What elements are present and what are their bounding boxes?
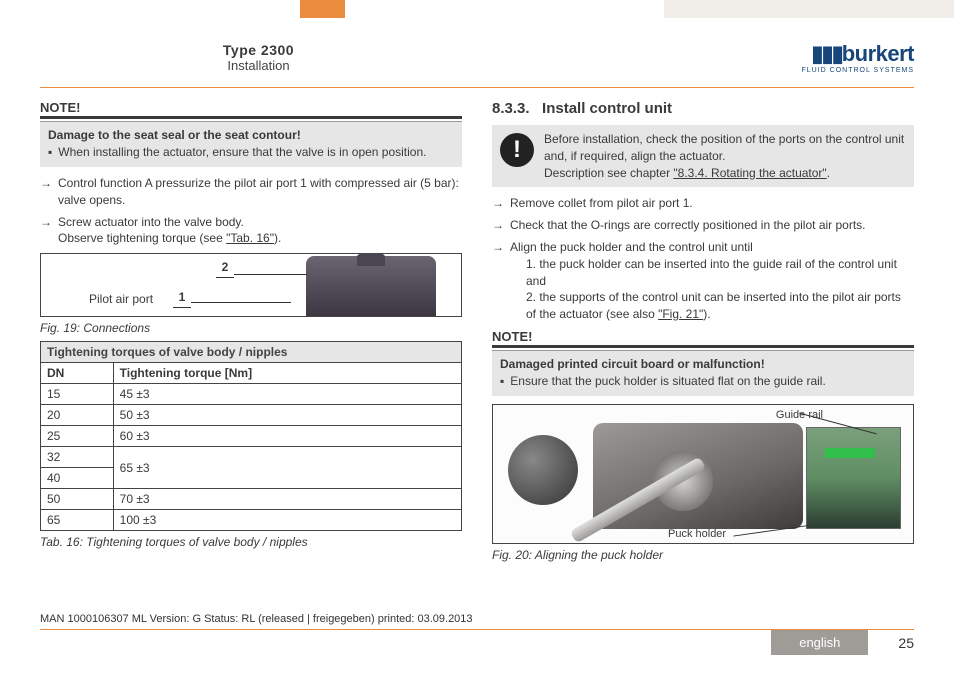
note-title: Damage to the seat seal or the seat cont…: [48, 128, 454, 142]
fig20-caption: Fig. 20: Aligning the puck holder: [492, 548, 914, 562]
arrow-icon: →: [40, 175, 52, 209]
bullet-icon: ▪: [48, 145, 52, 159]
arrow-icon: →: [492, 217, 504, 234]
right-column: 8.3.3. Install control unit ! Before ins…: [492, 100, 914, 613]
top-decor-right: [664, 0, 954, 18]
table-row: 3265 ±3: [41, 447, 462, 468]
step-2: Screw actuator into the valve body. Obse…: [58, 214, 281, 248]
page-footer: english 25: [40, 629, 914, 655]
fig19-port-label: Pilot air port: [89, 292, 153, 306]
note-box: Damage to the seat seal or the seat cont…: [40, 121, 462, 167]
table-row: 5070 ±3: [41, 489, 462, 510]
header-subtitle: Installation: [40, 58, 477, 73]
table-row: 1545 ±3: [41, 384, 462, 405]
col-torque: Tightening torque [Nm]: [113, 363, 461, 384]
revision-line: MAN 1000106307 ML Version: G Status: RL …: [40, 613, 473, 625]
torque-table: Tightening torques of valve body / nippl…: [40, 341, 462, 531]
warning-text: Before installation, check the position …: [544, 131, 906, 181]
header-type: Type 2300: [40, 42, 477, 58]
note-title-2: Damaged printed circuit board or malfunc…: [500, 357, 906, 371]
table-row: 2560 ±3: [41, 426, 462, 447]
warning-box: ! Before installation, check the positio…: [492, 125, 914, 187]
warning-icon: !: [500, 133, 534, 167]
logo-text: burkert: [842, 41, 914, 66]
tab16-caption: Tab. 16: Tightening torques of valve bod…: [40, 535, 462, 549]
page-number: 25: [898, 635, 914, 651]
figure-19: Pilot air port 1 2: [40, 253, 462, 317]
fig19-leader-2: [234, 274, 307, 275]
fig19-caption: Fig. 19: Connections: [40, 321, 462, 335]
note-label-2: NOTE!: [492, 329, 914, 348]
fig19-leader-1: [191, 302, 291, 303]
fig20-label-guide: Guide rail: [776, 409, 823, 421]
link-fig21[interactable]: "Fig. 21": [658, 307, 703, 321]
content-area: NOTE! Damage to the seat seal or the sea…: [40, 100, 914, 613]
fig20-rail-cross: [806, 427, 901, 529]
bullet-icon: ▪: [500, 374, 504, 388]
section-heading: 8.3.3. Install control unit: [492, 100, 914, 117]
rstep-3: Align the puck holder and the control un…: [510, 239, 914, 323]
fig19-actuator-shape: [306, 256, 436, 317]
logo-tagline: FLUID CONTROL SYSTEMS: [801, 67, 914, 74]
table-row: 2050 ±3: [41, 405, 462, 426]
table-title: Tightening torques of valve body / nippl…: [41, 342, 462, 363]
page-header: Type 2300 Installation ▮▮▮burkert FLUID …: [40, 28, 914, 88]
fig20-knob: [508, 435, 578, 505]
arrow-icon: →: [40, 214, 52, 248]
arrow-icon: →: [492, 195, 504, 212]
note-bullet-2: Ensure that the puck holder is situated …: [510, 374, 826, 388]
note-label: NOTE!: [40, 100, 462, 119]
fig19-callout-2: 2: [216, 260, 234, 278]
language-tab: english: [771, 630, 868, 655]
fig20-label-puck: Puck holder: [668, 528, 726, 540]
rstep-1: Remove collet from pilot air port 1.: [510, 195, 693, 212]
arrow-icon: →: [492, 239, 504, 323]
col-dn: DN: [41, 363, 114, 384]
left-column: NOTE! Damage to the seat seal or the sea…: [40, 100, 462, 613]
fig19-callout-1: 1: [173, 290, 191, 308]
brand-logo: ▮▮▮burkert FLUID CONTROL SYSTEMS: [801, 41, 914, 74]
link-tab16[interactable]: "Tab. 16": [226, 231, 274, 245]
substep-1: 1. the puck holder can be inserted into …: [510, 256, 914, 290]
rstep-2: Check that the O-rings are correctly pos…: [510, 217, 866, 234]
figure-20: Guide rail Puck holder: [492, 404, 914, 544]
top-decor-orange: [300, 0, 345, 18]
table-row: 65100 ±3: [41, 510, 462, 531]
note-bullet: When installing the actuator, ensure tha…: [58, 145, 426, 159]
link-834[interactable]: "8.3.4. Rotating the actuator": [673, 166, 826, 180]
note-box-2: Damaged printed circuit board or malfunc…: [492, 350, 914, 396]
step-1: Control function A pressurize the pilot …: [58, 175, 462, 209]
substep-2: 2. the supports of the control unit can …: [510, 289, 914, 323]
